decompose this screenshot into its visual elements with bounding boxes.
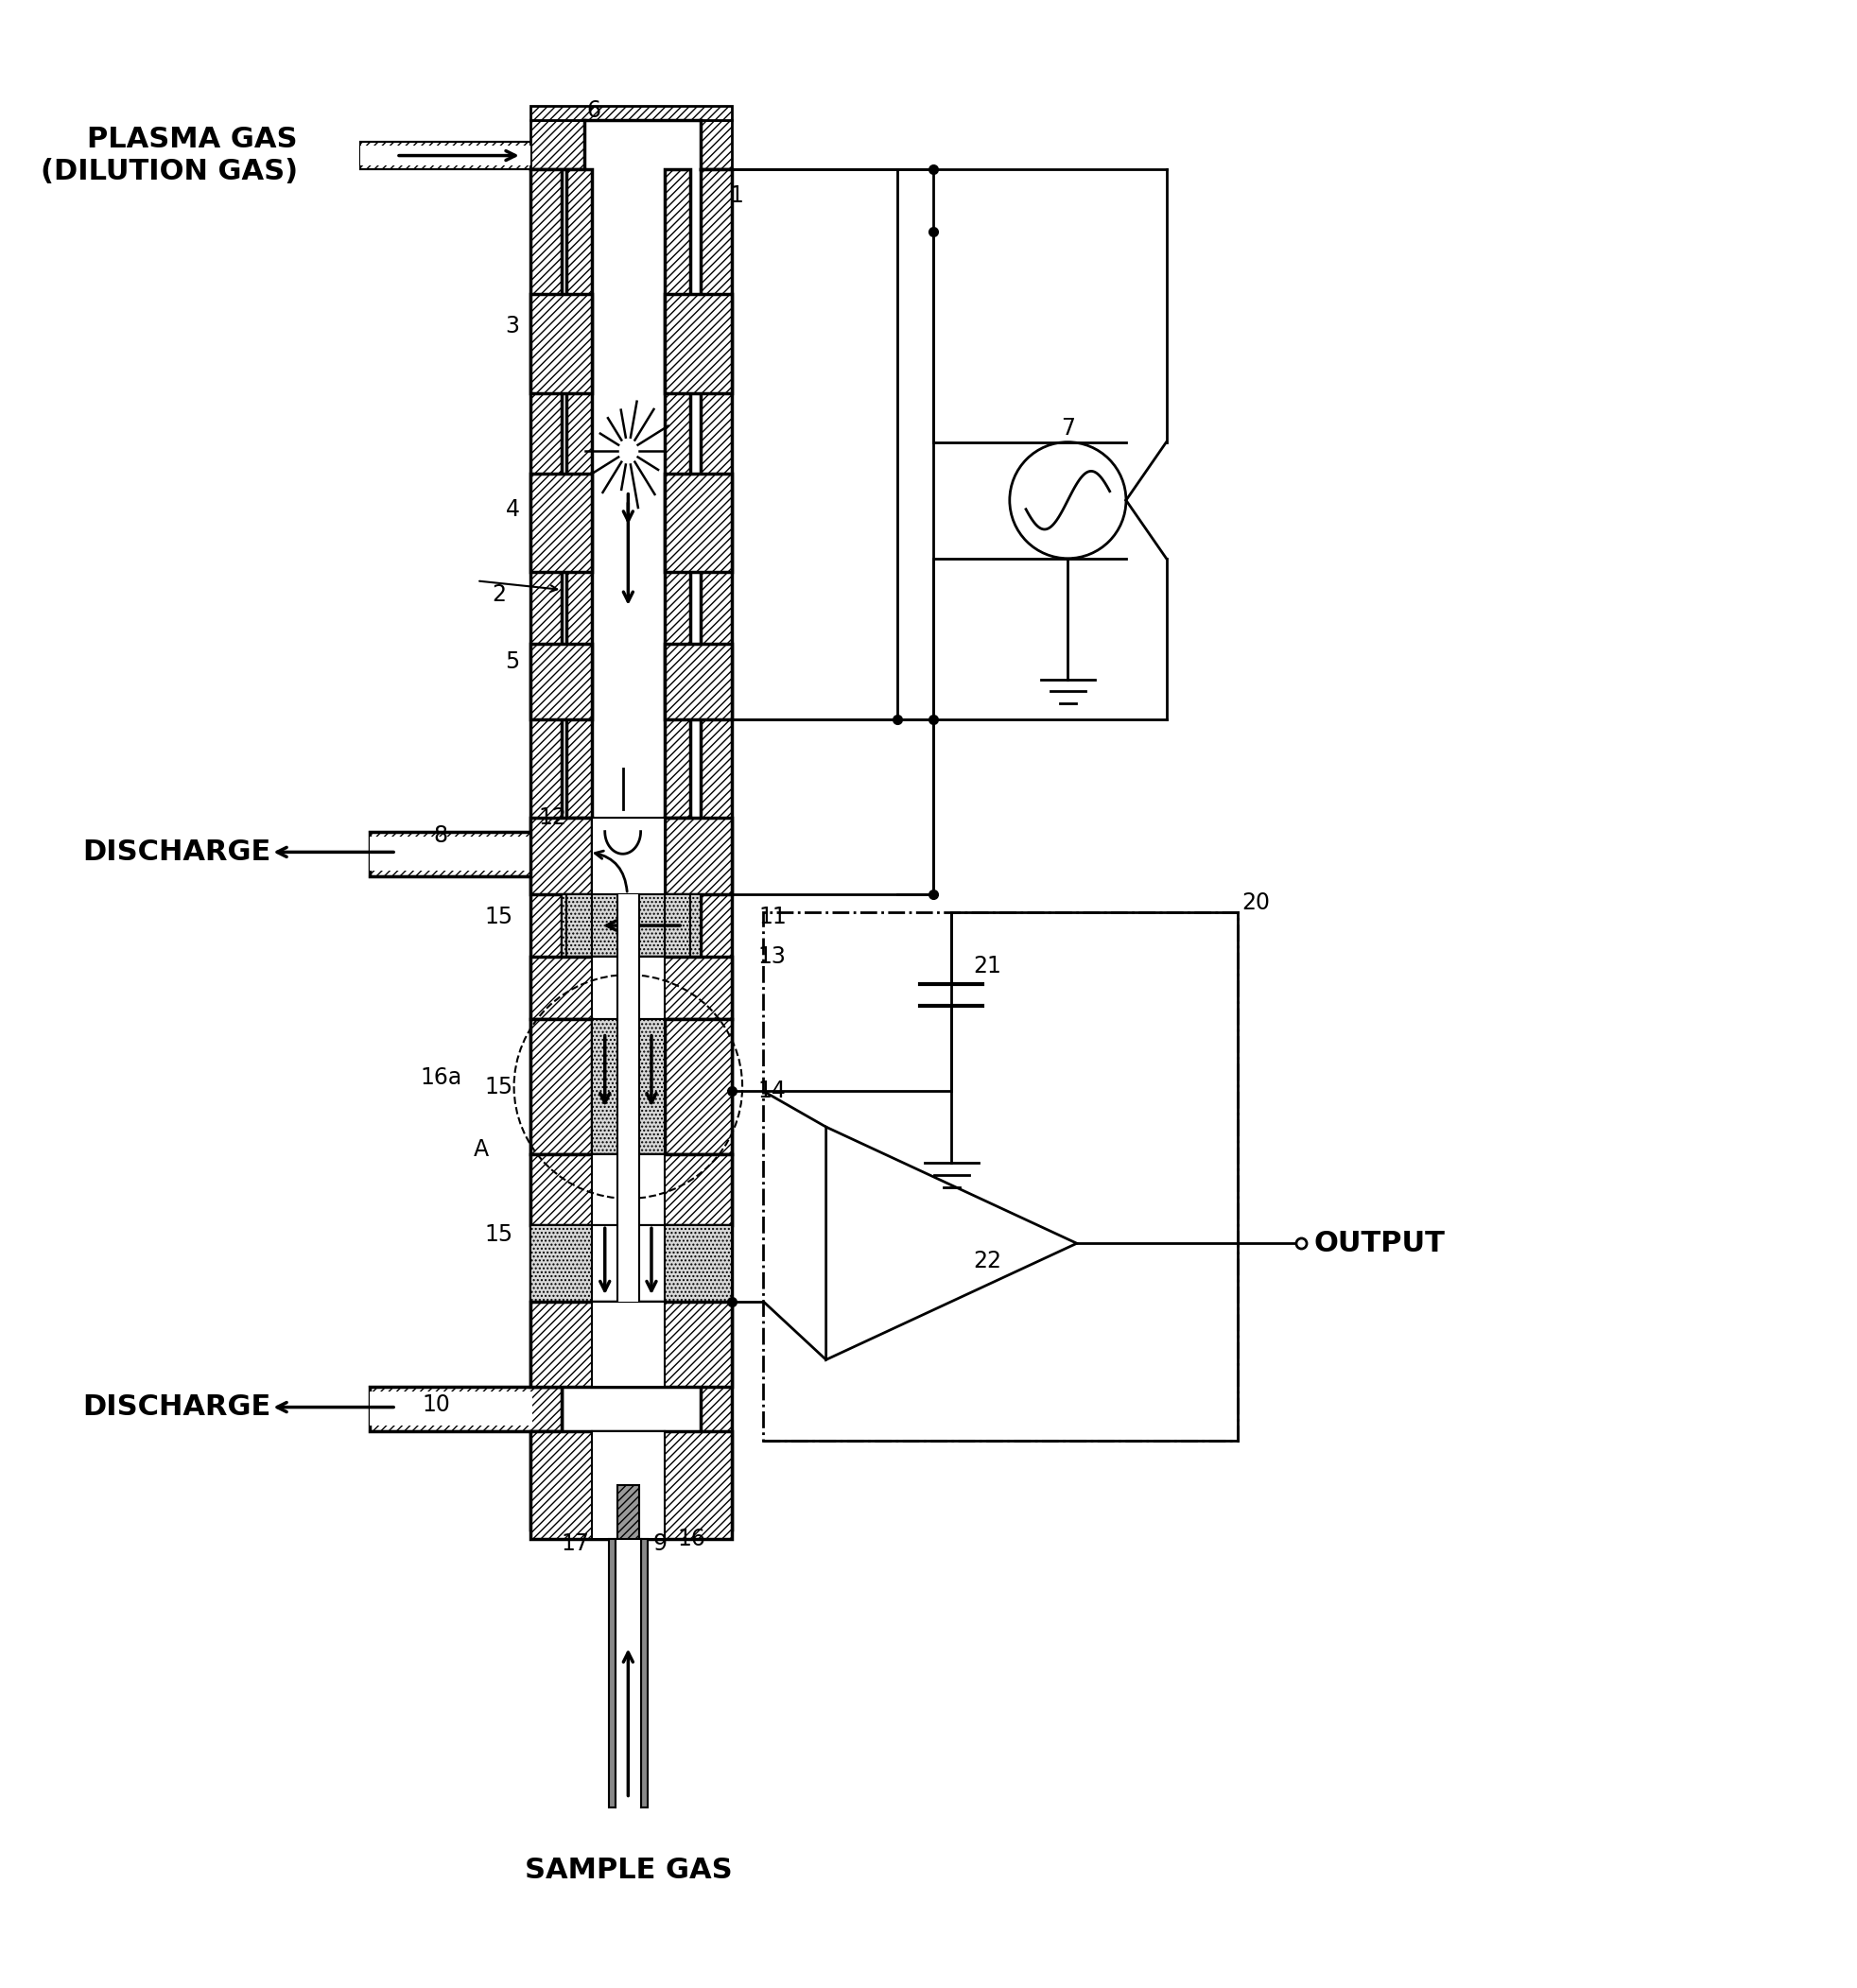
Bar bbox=[591, 895, 665, 956]
Text: PLASMA GAS
(DILUTION GAS): PLASMA GAS (DILUTION GAS) bbox=[41, 125, 297, 185]
Text: OUTPUT: OUTPUT bbox=[1313, 1231, 1445, 1256]
Bar bbox=[591, 1431, 665, 1539]
Text: 2: 2 bbox=[492, 582, 507, 606]
Text: 1: 1 bbox=[730, 185, 743, 207]
Text: 9: 9 bbox=[654, 1533, 667, 1555]
Bar bbox=[531, 473, 591, 573]
Bar bbox=[370, 1386, 561, 1431]
Bar bbox=[591, 819, 665, 895]
Bar bbox=[591, 1302, 665, 1386]
Text: SAMPLE GAS: SAMPLE GAS bbox=[524, 1857, 732, 1885]
Bar bbox=[665, 1020, 732, 1153]
Bar bbox=[531, 1225, 732, 1302]
Text: 15: 15 bbox=[485, 1076, 513, 1097]
Bar bbox=[566, 169, 591, 1306]
Bar bbox=[531, 819, 591, 895]
Text: 13: 13 bbox=[758, 946, 786, 968]
Bar bbox=[360, 141, 531, 169]
Bar bbox=[689, 895, 700, 956]
Bar bbox=[531, 169, 561, 1531]
Bar bbox=[665, 895, 689, 956]
Text: 14: 14 bbox=[758, 1079, 786, 1103]
Bar bbox=[615, 1539, 641, 1807]
Text: 3: 3 bbox=[505, 314, 520, 338]
Text: 16a: 16a bbox=[420, 1066, 462, 1089]
Bar bbox=[591, 1225, 665, 1302]
Bar bbox=[641, 1539, 648, 1807]
Bar bbox=[566, 895, 591, 956]
Bar bbox=[665, 473, 732, 573]
Text: DISCHARGE: DISCHARGE bbox=[82, 839, 271, 867]
Bar bbox=[591, 1153, 665, 1225]
Bar bbox=[531, 956, 732, 1020]
Bar bbox=[370, 831, 561, 877]
Bar bbox=[370, 837, 533, 871]
Bar bbox=[665, 294, 732, 394]
Text: 20: 20 bbox=[1240, 893, 1270, 914]
Text: 22: 22 bbox=[973, 1250, 1001, 1272]
Bar bbox=[531, 1020, 591, 1153]
Bar bbox=[531, 119, 583, 169]
Bar bbox=[665, 819, 732, 895]
Bar bbox=[617, 1485, 639, 1539]
Text: DISCHARGE: DISCHARGE bbox=[82, 1394, 271, 1421]
Bar bbox=[370, 1392, 533, 1425]
Bar bbox=[360, 145, 531, 165]
Bar bbox=[531, 1153, 732, 1225]
Text: 6: 6 bbox=[585, 99, 600, 121]
Bar bbox=[591, 956, 665, 1020]
Text: 15: 15 bbox=[485, 905, 513, 928]
Text: 4: 4 bbox=[505, 497, 520, 521]
Text: 5: 5 bbox=[505, 650, 520, 672]
Text: 15: 15 bbox=[485, 1223, 513, 1246]
Bar bbox=[531, 1431, 732, 1539]
Bar bbox=[700, 119, 732, 169]
Bar bbox=[665, 644, 732, 720]
Bar bbox=[531, 105, 732, 119]
Text: 16: 16 bbox=[678, 1527, 706, 1551]
Text: 8: 8 bbox=[435, 825, 448, 847]
Bar bbox=[763, 912, 1237, 1439]
Text: 7: 7 bbox=[1060, 417, 1075, 439]
Text: 21: 21 bbox=[973, 954, 1001, 978]
Bar bbox=[561, 895, 566, 956]
Text: 17: 17 bbox=[561, 1533, 589, 1555]
Bar bbox=[591, 1020, 665, 1153]
Bar bbox=[700, 169, 732, 1531]
Bar bbox=[583, 119, 700, 169]
Text: A: A bbox=[474, 1137, 488, 1161]
Bar bbox=[607, 1539, 615, 1807]
Bar bbox=[566, 819, 591, 895]
Text: 12: 12 bbox=[539, 807, 566, 829]
Bar bbox=[531, 644, 591, 720]
Text: 11: 11 bbox=[758, 905, 786, 928]
Text: 10: 10 bbox=[422, 1394, 451, 1415]
Bar bbox=[665, 169, 689, 1306]
Bar bbox=[665, 819, 689, 895]
Bar bbox=[617, 895, 639, 1302]
Bar bbox=[531, 294, 591, 394]
Bar bbox=[531, 1302, 732, 1386]
